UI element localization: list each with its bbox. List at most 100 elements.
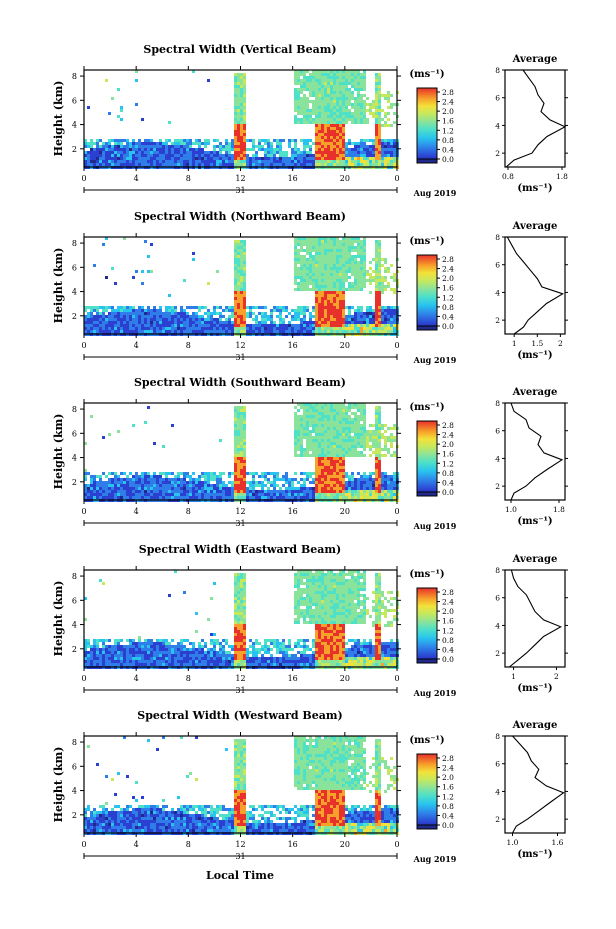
heatmap-cell xyxy=(126,151,129,154)
heatmap-cell xyxy=(348,160,351,163)
heatmap-cell xyxy=(186,145,189,148)
average-x-label: (ms⁻¹) xyxy=(517,350,552,361)
heatmap-cell xyxy=(333,303,336,306)
heatmap-cell xyxy=(393,276,396,279)
heatmap-cell xyxy=(351,472,354,475)
heatmap-cell xyxy=(234,73,237,76)
heatmap-cell xyxy=(285,324,288,327)
heatmap-cell xyxy=(327,94,330,97)
heatmap-cell xyxy=(216,496,219,499)
heatmap-cell xyxy=(90,318,93,321)
heatmap-cell xyxy=(300,267,303,270)
heatmap-cell xyxy=(360,73,363,76)
heatmap-cell xyxy=(276,327,279,330)
heatmap-cell xyxy=(195,481,198,484)
heatmap-cell xyxy=(165,484,168,487)
heatmap-cell xyxy=(294,478,297,481)
heatmap-cell xyxy=(375,94,378,97)
heatmap-cell xyxy=(120,145,123,148)
average-x-tick-label: 1.5 xyxy=(531,339,543,348)
heatmap-cell xyxy=(114,321,117,324)
heatmap-cell xyxy=(357,91,360,94)
heatmap-cell xyxy=(123,493,126,496)
heatmap-cell xyxy=(231,312,234,315)
heatmap-cell xyxy=(357,85,360,88)
heatmap-cell xyxy=(240,124,243,127)
heatmap-cell xyxy=(321,85,324,88)
heatmap-cell xyxy=(99,330,102,333)
heatmap-cell xyxy=(360,82,363,85)
heatmap-cell xyxy=(312,306,315,309)
heatmap-cell xyxy=(333,415,336,418)
heatmap-cell xyxy=(234,160,237,163)
heatmap-cell xyxy=(393,112,396,115)
heatmap-cell xyxy=(342,451,345,454)
heatmap-cell xyxy=(240,424,243,427)
heatmap-cell xyxy=(240,258,243,261)
heatmap-cell xyxy=(231,484,234,487)
heatmap-cell xyxy=(330,264,333,267)
heatmap-cell xyxy=(120,139,123,142)
heatmap-cell xyxy=(321,82,324,85)
heatmap-cell xyxy=(87,321,90,324)
heatmap-cell xyxy=(96,490,99,493)
heatmap-cell xyxy=(237,445,240,448)
heatmap-cell xyxy=(384,121,387,124)
heatmap-cell xyxy=(183,163,186,166)
heatmap-cell xyxy=(243,418,246,421)
heatmap-cell xyxy=(336,258,339,261)
heatmap-cell xyxy=(237,267,240,270)
heatmap-cell xyxy=(96,151,99,154)
heatmap-cell xyxy=(333,324,336,327)
heatmap-cell xyxy=(228,151,231,154)
heatmap-cell xyxy=(120,484,123,487)
heatmap-cell xyxy=(282,478,285,481)
heatmap-cell xyxy=(243,463,246,466)
heatmap-cell xyxy=(333,97,336,100)
heatmap-cell xyxy=(375,100,378,103)
heatmap-cell xyxy=(294,315,297,318)
heatmap-cell xyxy=(243,73,246,76)
heatmap-cell xyxy=(345,243,348,246)
heatmap-cell xyxy=(294,406,297,409)
heatmap-cell xyxy=(342,73,345,76)
heatmap-cell xyxy=(348,448,351,451)
heatmap-cell xyxy=(336,109,339,112)
heatmap-cell xyxy=(354,445,357,448)
heatmap-cell xyxy=(294,445,297,448)
heatmap-cell xyxy=(318,297,321,300)
heatmap-cell xyxy=(339,240,342,243)
heatmap-cell xyxy=(294,330,297,333)
heatmap-cell xyxy=(108,481,111,484)
heatmap-cell xyxy=(282,330,285,333)
heatmap-cell xyxy=(237,484,240,487)
heatmap-cell xyxy=(336,457,339,460)
average-y-tick-label: 8 xyxy=(495,66,500,75)
heatmap-cell xyxy=(336,249,339,252)
heatmap-cell xyxy=(135,145,138,148)
heatmap-cell xyxy=(234,469,237,472)
heatmap-cell xyxy=(132,475,135,478)
heatmap-cell xyxy=(342,288,345,291)
heatmap-cell xyxy=(327,273,330,276)
heatmap-cell xyxy=(318,255,321,258)
heatmap-cell xyxy=(336,472,339,475)
heatmap-cell xyxy=(315,318,318,321)
heatmap-cell xyxy=(384,312,387,315)
heatmap-cell xyxy=(378,418,381,421)
heatmap-cell xyxy=(168,145,171,148)
heatmap-cell xyxy=(90,481,93,484)
heatmap-cell xyxy=(360,109,363,112)
heatmap-cell xyxy=(258,139,261,142)
heatmap-cell xyxy=(357,487,360,490)
colorbar-tick-label: 0.8 xyxy=(442,136,454,145)
heatmap-cell xyxy=(378,478,381,481)
heatmap-cell xyxy=(342,109,345,112)
heatmap-cell xyxy=(378,303,381,306)
heatmap-cell xyxy=(300,330,303,333)
heatmap-cell xyxy=(87,484,90,487)
heatmap-cell xyxy=(123,321,126,324)
heatmap-cell xyxy=(294,276,297,279)
heatmap-cell xyxy=(333,91,336,94)
heatmap-cell xyxy=(336,318,339,321)
